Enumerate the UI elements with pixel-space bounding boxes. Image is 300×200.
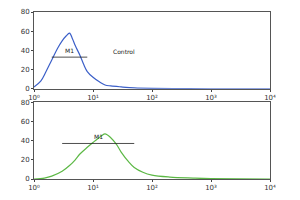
- svg-text:Control: Control: [113, 48, 135, 55]
- svg-text:10³: 10³: [205, 184, 217, 192]
- svg-text:60: 60: [21, 28, 30, 36]
- svg-text:10²: 10²: [146, 184, 158, 192]
- svg-text:M1: M1: [65, 47, 74, 54]
- svg-text:40: 40: [21, 137, 30, 145]
- svg-text:10³: 10³: [205, 94, 217, 102]
- svg-text:60: 60: [21, 118, 30, 126]
- svg-text:0: 0: [25, 175, 29, 183]
- svg-text:10²: 10²: [146, 94, 158, 102]
- svg-text:10⁴: 10⁴: [264, 184, 276, 192]
- svg-text:80: 80: [21, 99, 30, 107]
- svg-text:10⁰: 10⁰: [28, 94, 40, 102]
- svg-text:M1: M1: [94, 133, 103, 140]
- svg-text:10¹: 10¹: [87, 184, 99, 192]
- svg-text:0: 0: [25, 85, 29, 93]
- svg-text:10¹: 10¹: [87, 94, 99, 102]
- svg-text:80: 80: [21, 8, 30, 16]
- svg-text:20: 20: [21, 66, 30, 74]
- svg-text:40: 40: [21, 47, 30, 55]
- svg-text:10⁴: 10⁴: [264, 94, 276, 102]
- svg-text:10⁰: 10⁰: [28, 184, 40, 192]
- svg-text:20: 20: [21, 156, 30, 164]
